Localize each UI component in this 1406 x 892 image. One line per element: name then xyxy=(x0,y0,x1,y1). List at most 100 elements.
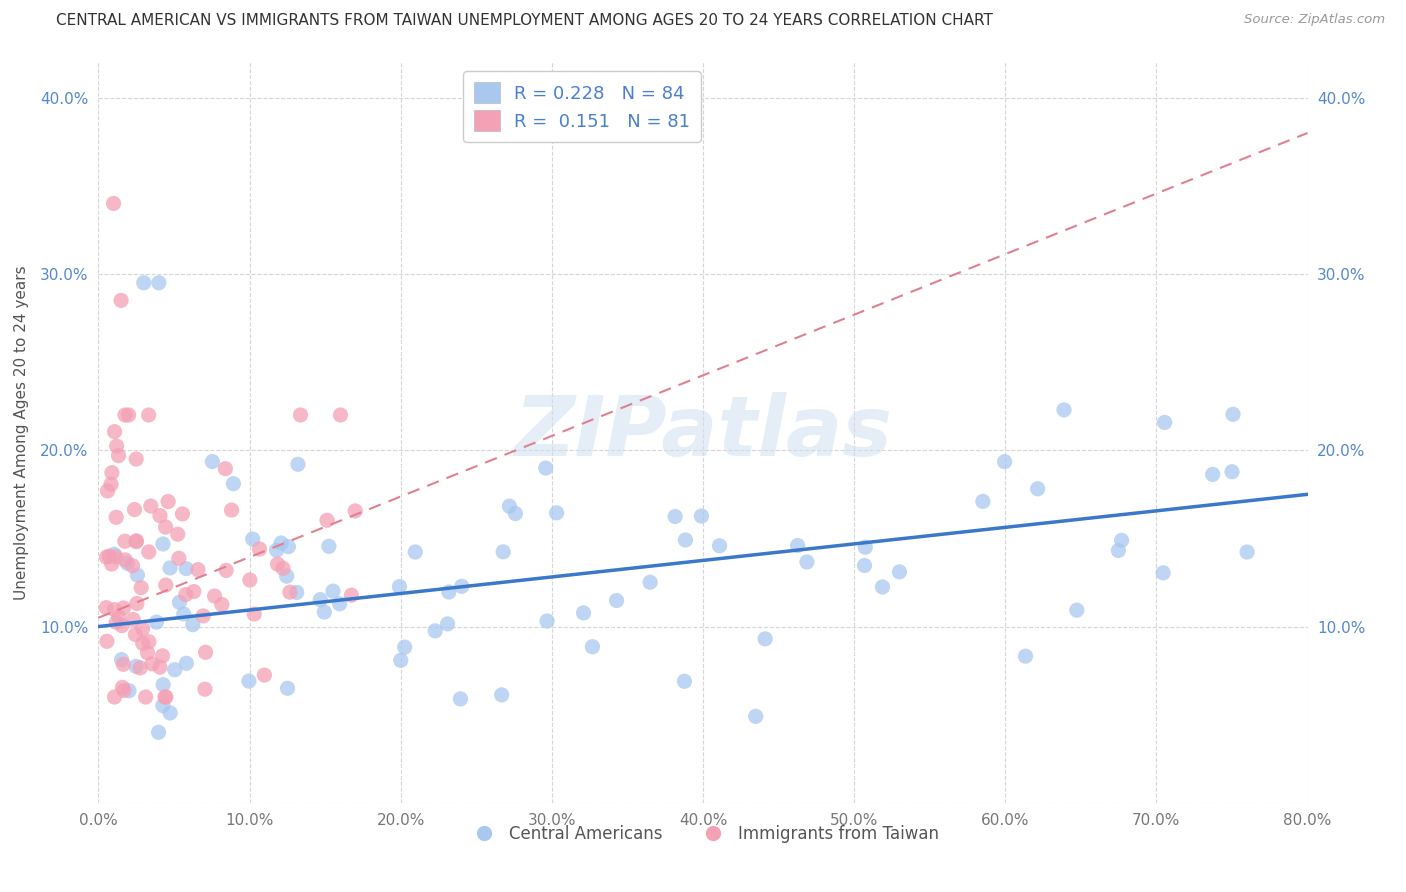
Point xyxy=(163,663,186,677)
Point xyxy=(96,550,118,565)
Point xyxy=(118,408,141,422)
Point xyxy=(103,425,125,439)
Point xyxy=(131,622,153,636)
Point xyxy=(155,578,177,592)
Point xyxy=(181,617,204,632)
Point xyxy=(786,539,808,553)
Point xyxy=(121,558,143,573)
Point xyxy=(1220,465,1243,479)
Point xyxy=(204,589,226,603)
Text: CENTRAL AMERICAN VS IMMIGRANTS FROM TAIWAN UNEMPLOYMENT AMONG AGES 20 TO 24 YEAR: CENTRAL AMERICAN VS IMMIGRANTS FROM TAIW… xyxy=(56,13,993,29)
Point xyxy=(103,196,125,211)
Point xyxy=(173,607,195,621)
Point xyxy=(129,661,152,675)
Point xyxy=(111,618,134,632)
Point xyxy=(103,602,125,616)
Point xyxy=(243,607,266,621)
Point xyxy=(394,640,416,655)
Point xyxy=(277,681,299,696)
Point xyxy=(125,659,148,673)
Point xyxy=(114,408,136,422)
Point xyxy=(271,561,294,575)
Point xyxy=(100,557,122,571)
Text: ZIPatlas: ZIPatlas xyxy=(515,392,891,473)
Point xyxy=(1026,482,1049,496)
Point xyxy=(744,709,766,723)
Y-axis label: Unemployment Among Ages 20 to 24 years: Unemployment Among Ages 20 to 24 years xyxy=(14,265,30,600)
Point xyxy=(112,683,135,698)
Point xyxy=(249,541,271,556)
Point xyxy=(1152,566,1174,580)
Point xyxy=(290,408,312,422)
Point xyxy=(492,545,515,559)
Point xyxy=(1014,649,1036,664)
Point xyxy=(124,627,146,641)
Point xyxy=(105,615,128,630)
Point xyxy=(105,510,128,524)
Point xyxy=(172,507,194,521)
Point xyxy=(276,569,298,583)
Point xyxy=(690,509,713,524)
Point xyxy=(277,540,299,554)
Point xyxy=(242,532,264,546)
Point xyxy=(125,452,148,467)
Point xyxy=(136,646,159,660)
Point xyxy=(111,681,134,695)
Text: Source: ZipAtlas.com: Source: ZipAtlas.com xyxy=(1244,13,1385,27)
Point xyxy=(889,565,911,579)
Point xyxy=(193,608,215,623)
Point xyxy=(340,588,363,602)
Point xyxy=(1153,416,1175,430)
Point xyxy=(96,600,118,615)
Point xyxy=(266,543,288,558)
Point xyxy=(105,439,128,453)
Point xyxy=(159,561,181,575)
Point xyxy=(450,579,472,593)
Point xyxy=(118,683,141,698)
Point xyxy=(266,557,288,571)
Point xyxy=(129,581,152,595)
Point xyxy=(194,682,217,697)
Point xyxy=(606,593,628,607)
Point xyxy=(498,499,520,513)
Point xyxy=(1222,407,1244,421)
Point xyxy=(152,537,174,551)
Point xyxy=(125,534,148,549)
Point xyxy=(132,276,155,290)
Point xyxy=(270,536,292,550)
Point xyxy=(572,606,595,620)
Point xyxy=(709,539,731,553)
Point xyxy=(1053,403,1076,417)
Point xyxy=(122,613,145,627)
Point xyxy=(176,657,198,671)
Point xyxy=(222,476,245,491)
Point xyxy=(638,575,661,590)
Point xyxy=(159,706,181,720)
Point xyxy=(253,668,276,682)
Point xyxy=(664,509,686,524)
Point xyxy=(329,597,352,611)
Point xyxy=(114,534,136,549)
Point xyxy=(169,595,191,609)
Point xyxy=(505,507,527,521)
Point xyxy=(675,533,697,547)
Point xyxy=(437,585,460,599)
Point xyxy=(153,690,176,704)
Point xyxy=(329,408,352,422)
Point xyxy=(316,513,339,527)
Point xyxy=(853,558,876,573)
Point xyxy=(388,580,411,594)
Point xyxy=(112,601,135,615)
Point xyxy=(152,678,174,692)
Point xyxy=(117,557,139,571)
Point xyxy=(138,545,160,559)
Point xyxy=(125,597,148,611)
Point xyxy=(491,688,513,702)
Point xyxy=(108,610,131,624)
Point xyxy=(1111,533,1133,548)
Point xyxy=(104,549,127,564)
Point xyxy=(157,494,180,508)
Point xyxy=(112,657,135,672)
Point xyxy=(1236,545,1258,559)
Point xyxy=(994,455,1017,469)
